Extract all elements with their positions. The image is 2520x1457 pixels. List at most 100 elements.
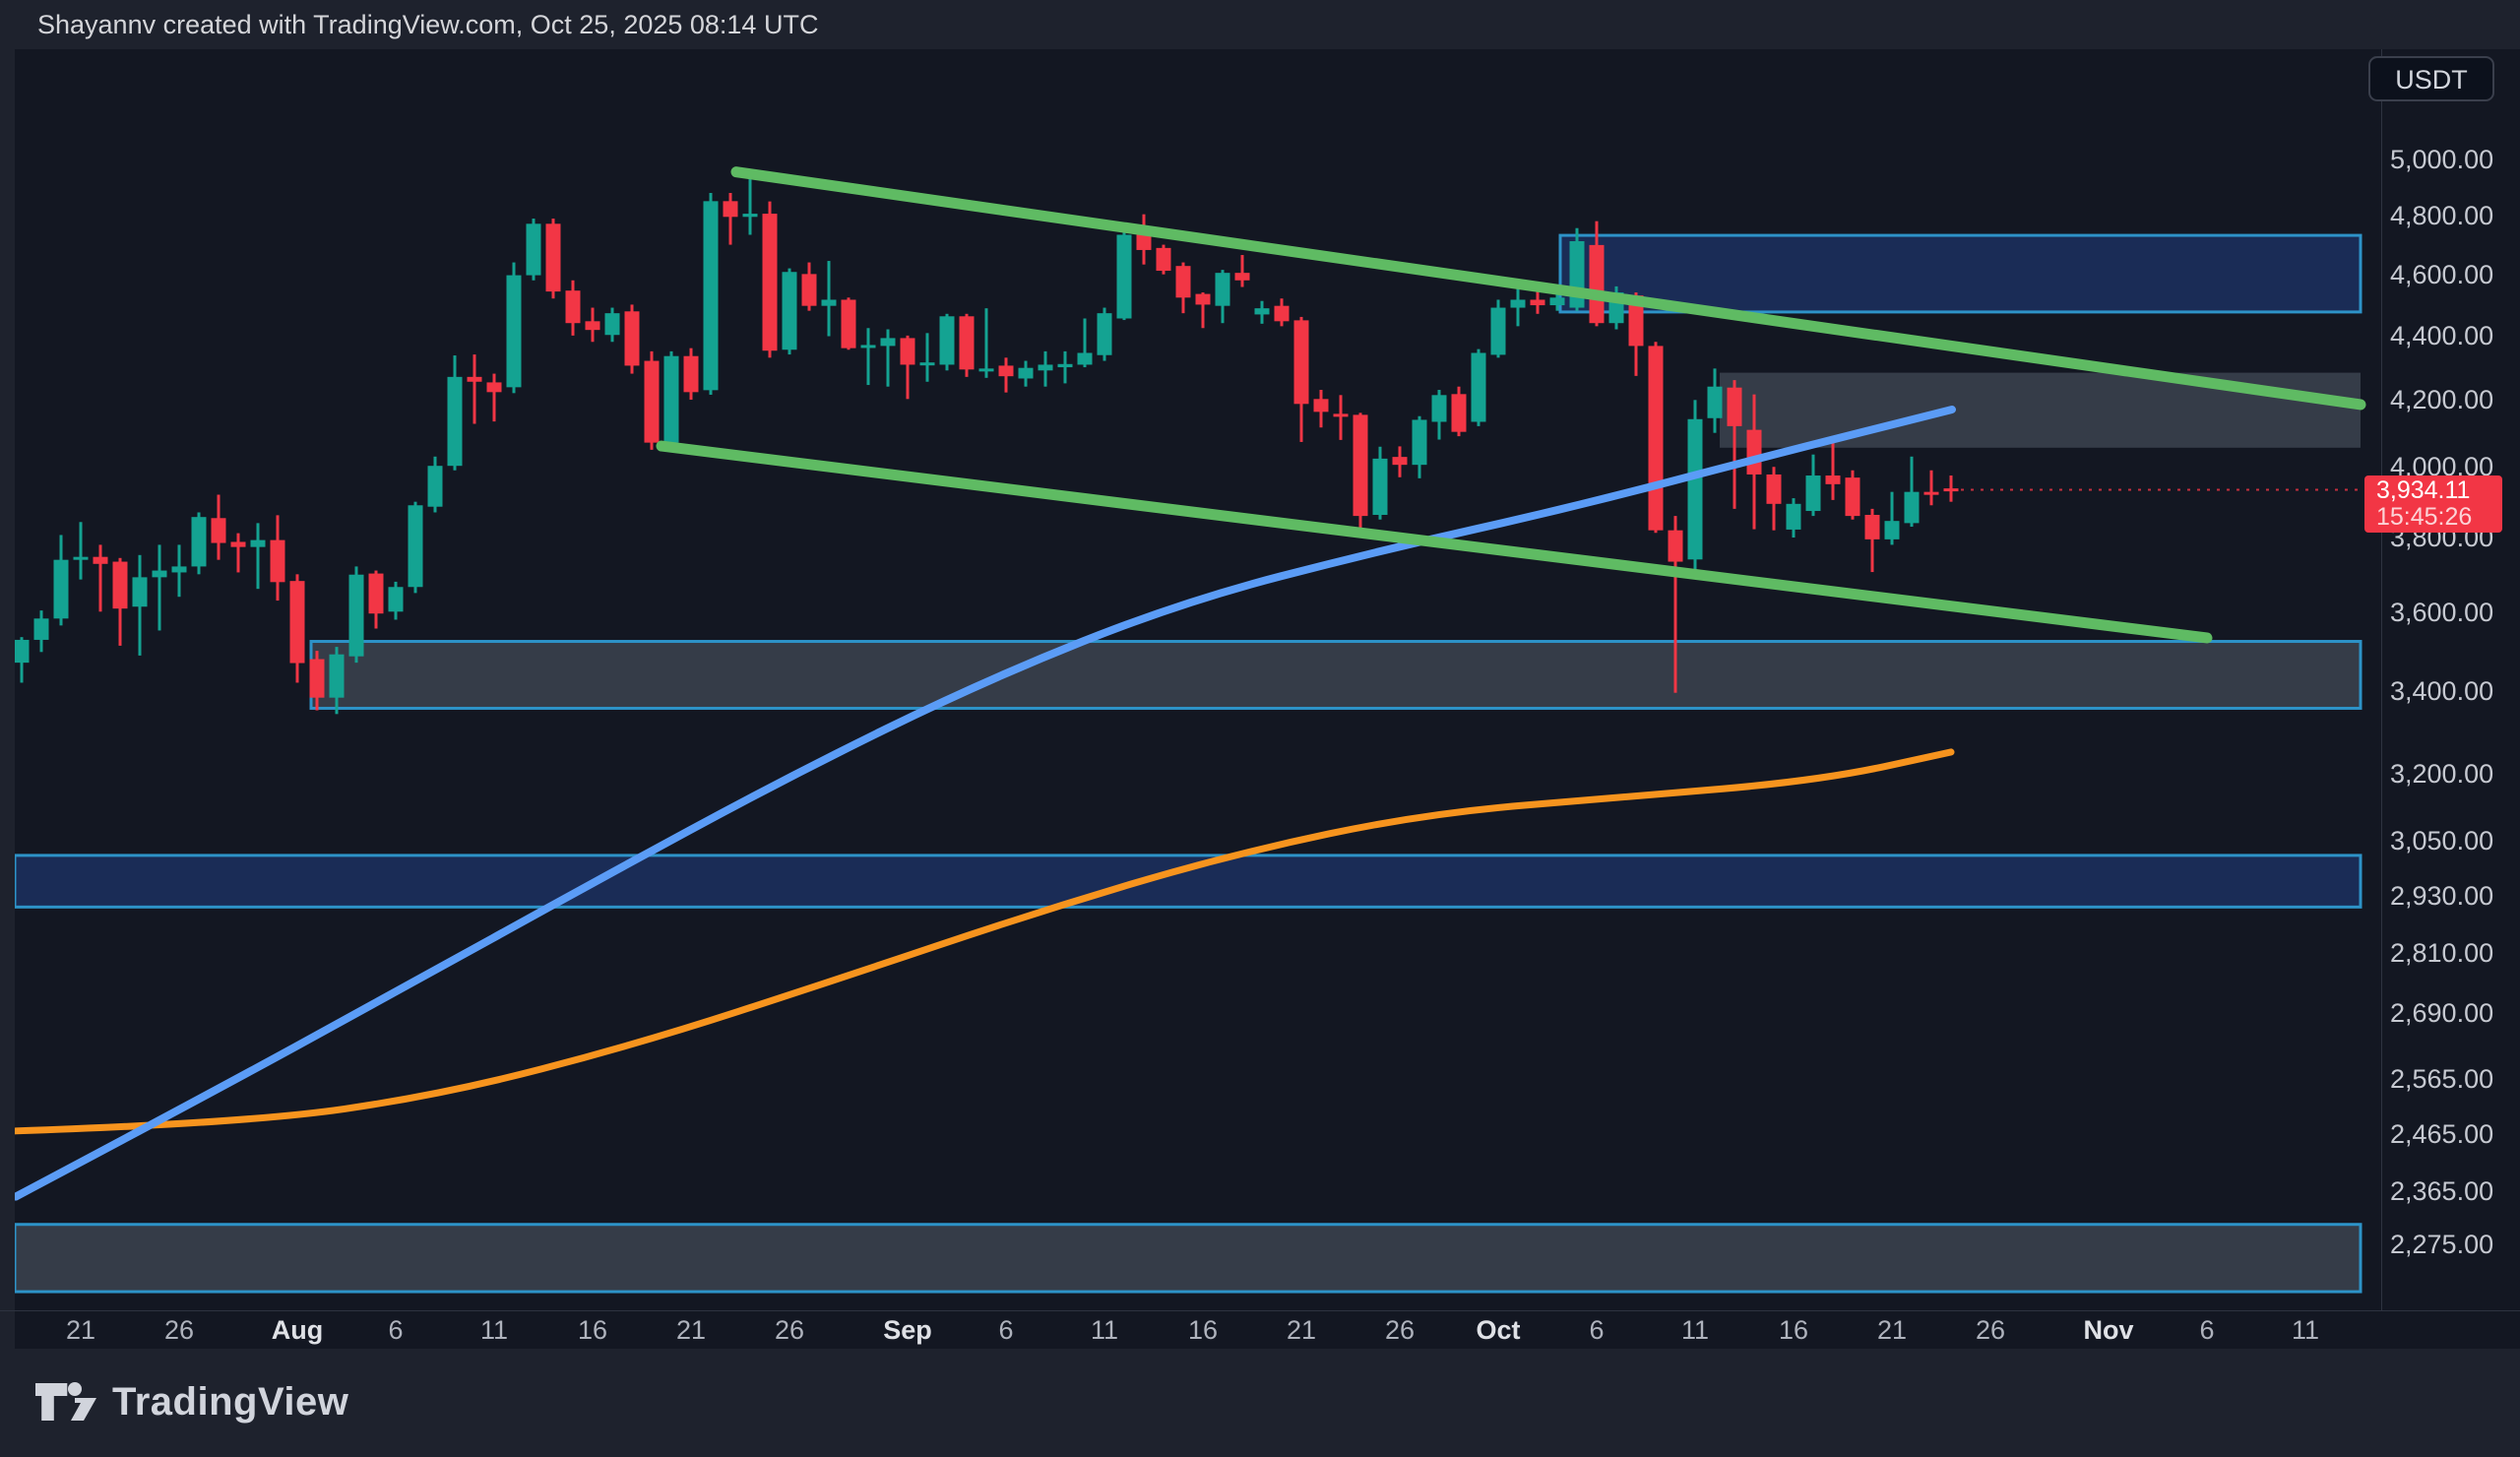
candle-body-oct-21 [1884, 521, 1900, 539]
candle-wick [1083, 318, 1087, 368]
time-axis-day-label: 26 [774, 1315, 805, 1345]
time-axis-day-label: 21 [675, 1315, 707, 1345]
candle-body-aug-21 [683, 355, 699, 393]
candle-body-oct-2 [1510, 299, 1526, 308]
wedge-lower-trendline[interactable] [656, 440, 2213, 644]
time-axis-day-label: 6 [1589, 1315, 1605, 1345]
price-axis-label: 5,000.00 [2390, 145, 2494, 174]
candle-body-jul-26 [171, 566, 187, 573]
candle-body-oct-14 [1746, 429, 1762, 475]
price-axis[interactable]: 5,000.00 4,800.00 4,600.00 4,400.00 4,200.00… [2382, 49, 2520, 1310]
currency-toggle-button[interactable]: USDT [2368, 56, 2494, 101]
price-axis-divider [2381, 49, 2382, 1310]
candle-body-aug-9 [447, 376, 463, 467]
candle-body-aug-25 [762, 214, 778, 351]
price-axis-label: 4,400.00 [2390, 320, 2494, 350]
candle-body-oct-22 [1904, 491, 1920, 524]
price-axis-label: 2,930.00 [2390, 880, 2494, 911]
candle-wick [748, 171, 752, 235]
resistance-zone-4600[interactable] [1558, 233, 2362, 314]
time-axis-day-label: 21 [1286, 1315, 1317, 1345]
orange-moving-average[interactable] [12, 748, 1955, 1135]
candle-wick [984, 308, 988, 378]
candle-body-aug-17 [604, 313, 620, 336]
candle-wick [98, 544, 102, 612]
candle-wick [1929, 470, 1933, 506]
time-axis-day-label: 21 [1876, 1315, 1908, 1345]
support-zone-2250[interactable] [13, 1223, 2362, 1294]
candle-body-aug-5 [368, 573, 384, 614]
candle-body-oct-9 [1648, 346, 1664, 531]
time-axis-day-label: 16 [1187, 1315, 1219, 1345]
candle-body-oct-11 [1687, 418, 1703, 560]
candle-wick [1339, 395, 1343, 440]
price-axis-label: 4,800.00 [2390, 201, 2494, 231]
candle-body-jul-25 [152, 570, 167, 578]
time-axis-month-label: Oct [1476, 1315, 1521, 1345]
candle-wick [866, 328, 870, 386]
candle-body-aug-24 [742, 214, 758, 218]
candle-body-aug-30 [860, 345, 876, 348]
candle-body-jul-22 [93, 556, 108, 564]
candle-body-aug-19 [644, 360, 660, 443]
candle-body-aug-10 [467, 376, 482, 382]
time-axis-day-label: 11 [1680, 1315, 1710, 1345]
price-axis-label: 2,365.00 [2390, 1175, 2494, 1206]
candle-body-jul-31 [270, 539, 285, 583]
candle-wick [158, 544, 161, 631]
time-axis-month-label: Nov [2083, 1315, 2134, 1345]
tradingview-wordmark: TradingView [112, 1379, 349, 1424]
candle-body-oct-10 [1668, 530, 1683, 562]
price-axis-label: 3,050.00 [2390, 825, 2494, 855]
candle-body-aug-22 [703, 201, 719, 391]
candle-wick [1831, 438, 1835, 500]
candle-body-aug-16 [585, 321, 600, 331]
blue-moving-average[interactable] [12, 406, 1956, 1201]
candle-body-oct-13 [1727, 387, 1742, 426]
candle-body-sep-27 [1412, 419, 1427, 466]
candle-body-oct-1 [1490, 307, 1506, 355]
candle-body-sep-4 [959, 316, 975, 370]
wedge-upper-trendline[interactable] [730, 166, 2366, 411]
time-axis-day-label: 11 [479, 1315, 509, 1345]
candle-body-aug-4 [348, 574, 364, 657]
time-axis-day-label: 26 [1975, 1315, 2006, 1345]
candle-body-sep-22 [1313, 399, 1329, 412]
candle-body-sep-11 [1097, 313, 1112, 355]
price-axis-label: 2,465.00 [2390, 1118, 2494, 1149]
time-axis-day-label: 11 [2291, 1315, 2320, 1345]
candle-wick [1732, 380, 1736, 509]
support-zone-3440[interactable] [309, 640, 2362, 710]
price-axis-label: 2,275.00 [2390, 1229, 2494, 1259]
candle-body-aug-2 [309, 659, 325, 698]
candle-body-sep-15 [1175, 266, 1191, 298]
support-zone-2960[interactable] [13, 854, 2362, 909]
tradingview-logo[interactable]: TradingView [35, 1374, 348, 1429]
candle-body-oct-17 [1805, 475, 1821, 512]
candle-body-aug-11 [486, 382, 502, 393]
candle-body-jul-30 [250, 539, 266, 547]
candle-body-sep-1 [900, 338, 915, 365]
price-axis-label: 3,600.00 [2390, 597, 2494, 627]
price-axis-label: 3,400.00 [2390, 675, 2494, 706]
candle-body-aug-23 [723, 201, 738, 218]
footer-bar: TradingView [0, 1349, 2520, 1457]
candle-body-sep-16 [1195, 293, 1211, 305]
candle-body-sep-8 [1038, 364, 1053, 371]
candle-body-oct-19 [1845, 477, 1860, 517]
candle-body-oct-23 [1923, 491, 1939, 495]
time-axis-day-label: 6 [388, 1315, 404, 1345]
candle-body-aug-13 [526, 223, 541, 276]
time-axis[interactable]: 21 26 Aug 6 11 16 21 26 Sep 6 11 16 21 26 Oct 6 11 16 21 26… [0, 1311, 2520, 1349]
candle-body-jul-20 [53, 559, 69, 619]
time-axis-month-label: Aug [271, 1315, 324, 1345]
candle-wick [1673, 516, 1677, 693]
candle-wick [728, 192, 732, 245]
candle-body-jul-21 [73, 556, 89, 560]
time-axis-month-label: Sep [883, 1315, 932, 1345]
candle-body-sep-13 [1136, 234, 1152, 250]
supply-zone-4170[interactable] [1720, 372, 2361, 448]
candle-body-aug-6 [388, 587, 404, 612]
